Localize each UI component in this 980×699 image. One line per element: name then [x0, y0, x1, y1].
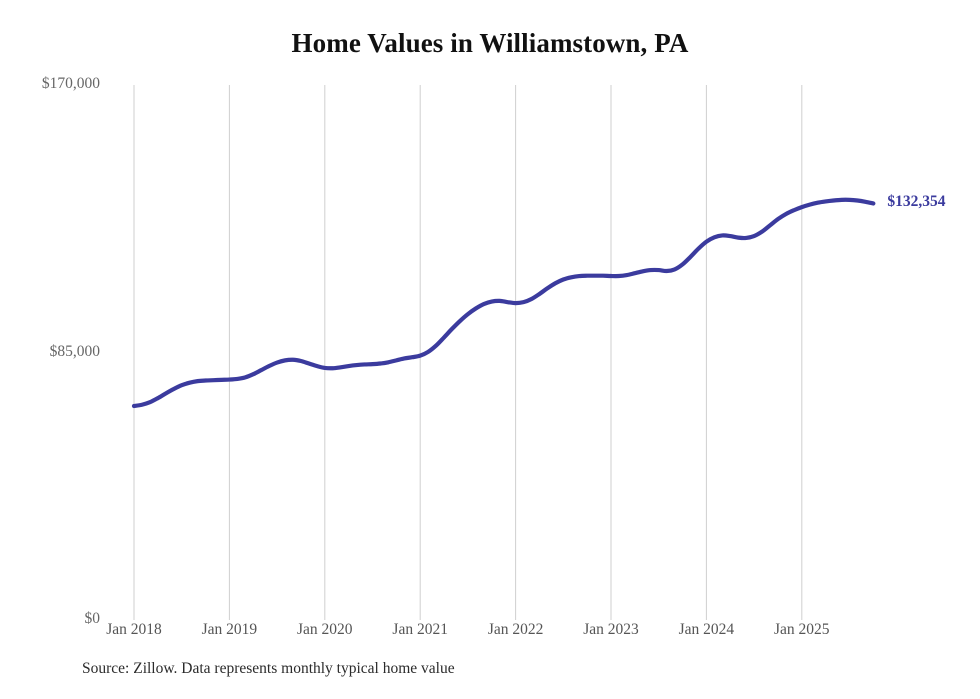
y-tick-label-1: $85,000	[49, 342, 100, 360]
series-line	[131, 197, 876, 409]
x-tick-label-5: Jan 2023	[583, 621, 639, 638]
chart-title: Home Values in Williamstown, PA	[291, 28, 689, 58]
source-note: Source: Zillow. Data represents monthly …	[82, 660, 455, 677]
end-value-annotation: $132,354	[887, 193, 946, 211]
x-tick-label-7: Jan 2025	[774, 621, 830, 638]
x-tick-label-2: Jan 2020	[297, 621, 353, 638]
x-tick-label-4: Jan 2022	[487, 621, 544, 638]
gridlines	[133, 85, 803, 620]
y-tick-label-2: $0	[84, 610, 101, 627]
x-tick-label-1: Jan 2019	[201, 621, 258, 638]
x-tick-label-0: Jan 2018	[106, 621, 162, 638]
y-tick-label-0: $170,000	[41, 75, 100, 92]
series-layer	[131, 197, 876, 409]
x-tick-label-6: Jan 2024	[678, 621, 735, 638]
x-tick-label-3: Jan 2021	[392, 621, 448, 638]
